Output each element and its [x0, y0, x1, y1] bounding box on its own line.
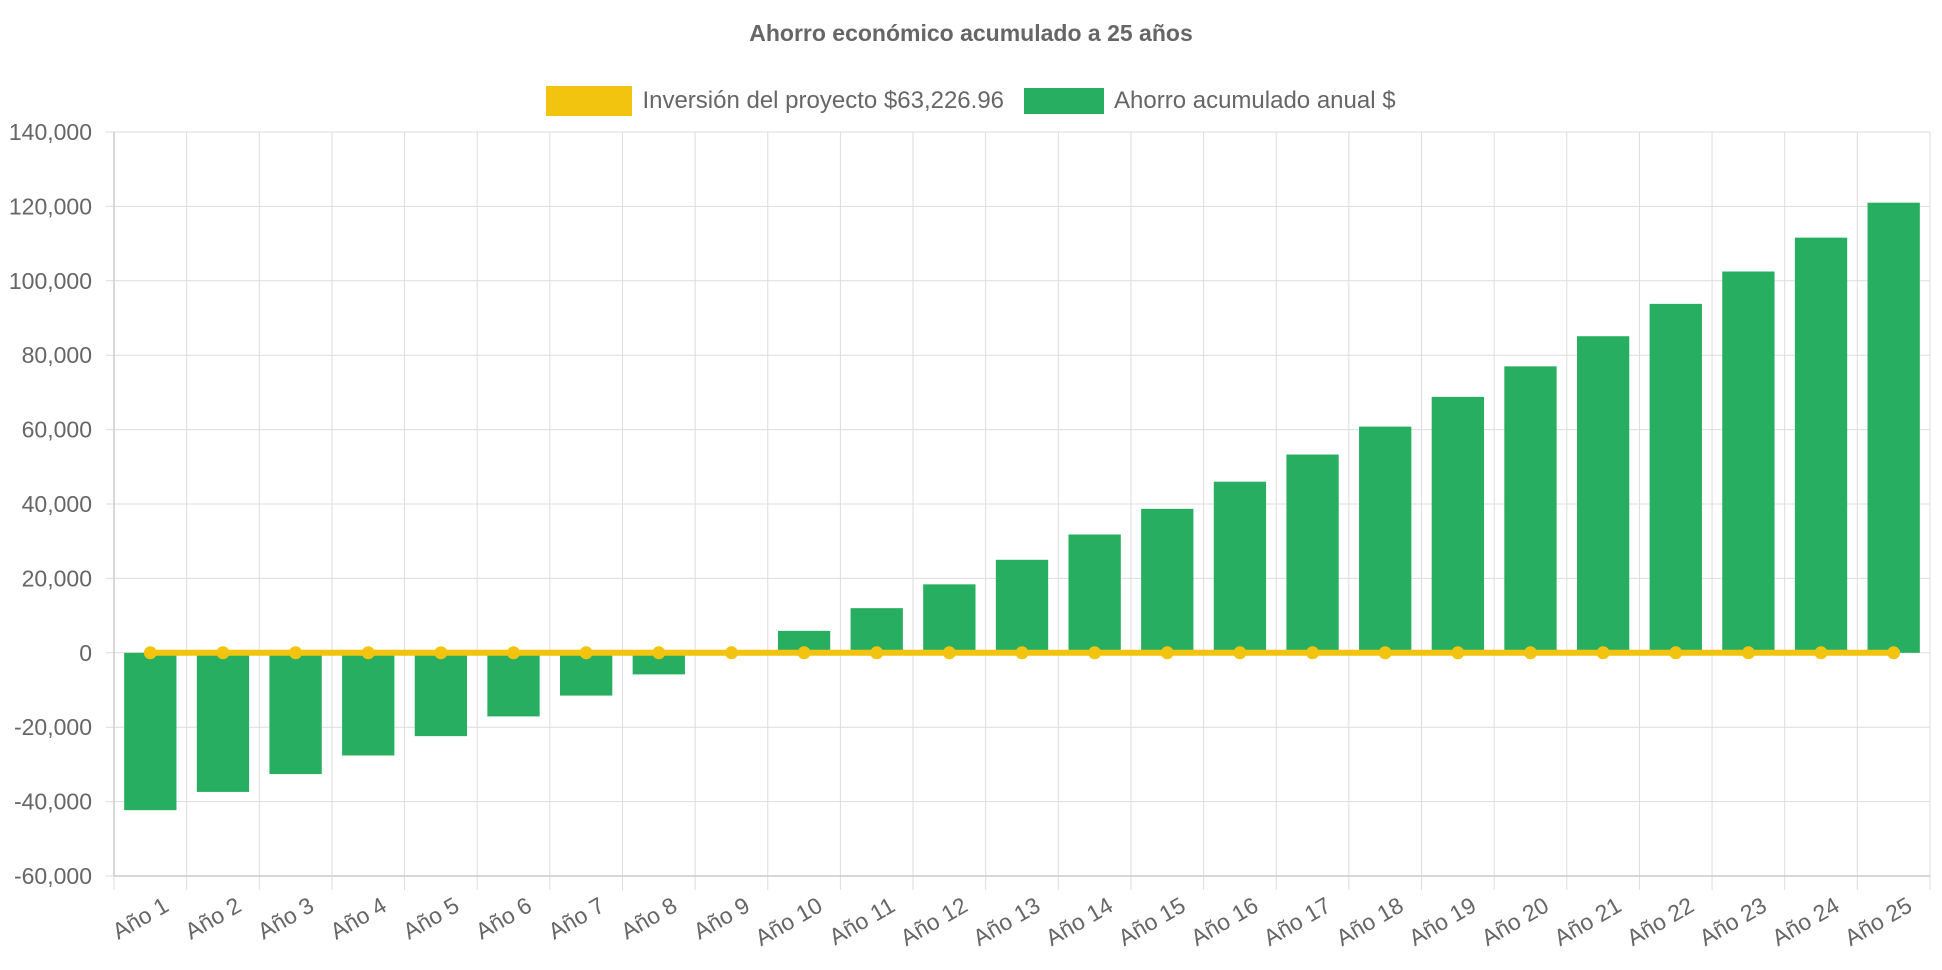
x-tick-label: Año 3 [253, 892, 318, 945]
y-tick-label: 60,000 [22, 417, 92, 443]
x-tick-label: Año 5 [398, 892, 463, 945]
x-tick-label: Año 6 [471, 892, 536, 945]
bar [1576, 336, 1630, 653]
y-tick-label: 80,000 [22, 342, 92, 368]
x-tick-label: Año 22 [1622, 892, 1698, 951]
line-point [1233, 646, 1247, 660]
x-tick-label: Año 12 [896, 892, 972, 951]
x-tick-label: Año 11 [825, 892, 900, 950]
y-tick-label: 20,000 [22, 565, 92, 591]
bar [342, 652, 395, 756]
legend-swatch-inversion [546, 86, 633, 116]
legend-swatch-ahorro [1024, 88, 1105, 114]
x-tick-label: Año 19 [1404, 892, 1480, 951]
bar [487, 652, 540, 717]
bar [1867, 202, 1920, 653]
line-point [289, 646, 303, 660]
line-point [1451, 646, 1465, 660]
legend-label-inversion: Inversión del proyecto $63,226.96 [642, 87, 1005, 114]
bar [269, 652, 322, 775]
x-tick-label: Año 13 [968, 892, 1044, 951]
line-point [1814, 646, 1828, 660]
y-tick-label: -60,000 [14, 863, 92, 889]
y-tick-label: 40,000 [22, 491, 92, 517]
line-point [1669, 646, 1683, 660]
bar [196, 652, 250, 792]
line-point [434, 646, 448, 660]
line-point [1160, 646, 1174, 660]
bar [923, 584, 976, 653]
x-tick-label: Año 20 [1477, 892, 1553, 951]
x-tick-label: Año 25 [1840, 892, 1916, 951]
line-point [1596, 646, 1610, 660]
x-tick-label: Año 15 [1114, 892, 1190, 951]
bar [1141, 508, 1194, 653]
bar [1794, 237, 1848, 653]
bar [1722, 271, 1775, 653]
x-tick-label: Año 24 [1767, 892, 1843, 951]
line-point [579, 646, 593, 660]
line-point [143, 646, 157, 660]
y-tick-label: 120,000 [9, 193, 92, 219]
bar [1359, 426, 1412, 653]
x-tick-label: Año 21 [1549, 892, 1625, 951]
line-point [652, 646, 666, 660]
bar [995, 559, 1049, 653]
line-point [216, 646, 230, 660]
x-tick-label: Año 1 [108, 892, 173, 945]
bar [1431, 396, 1484, 653]
chart-title: Ahorro económico acumulado a 25 años [749, 20, 1193, 46]
line-point [1378, 646, 1392, 660]
x-tick-label: Año 8 [616, 892, 681, 945]
line-point [797, 646, 811, 660]
x-tick-label: Año 9 [689, 892, 754, 945]
x-tick-label: Año 2 [180, 892, 245, 945]
x-tick-label: Año 14 [1041, 892, 1117, 951]
line-point [1015, 646, 1029, 660]
line-point [724, 646, 738, 660]
y-tick-label: -20,000 [14, 714, 92, 740]
x-tick-label: Año 10 [750, 892, 826, 951]
line-point [1523, 646, 1537, 660]
x-tick-label: Año 17 [1259, 892, 1335, 951]
y-tick-label: 140,000 [9, 119, 92, 145]
bar [1649, 303, 1702, 653]
bar [777, 630, 831, 653]
legend-item-inversion[interactable]: Inversión del proyecto $63,226.96 [546, 86, 1004, 116]
line-point [942, 646, 956, 660]
x-tick-label: Año 18 [1332, 892, 1408, 951]
line-point [1741, 646, 1755, 660]
legend-label-ahorro: Ahorro acumulado anual $ [1114, 87, 1396, 114]
x-tick-label: Año 4 [326, 892, 391, 945]
line-point [1306, 646, 1320, 660]
bar [1068, 534, 1121, 653]
line-point [1088, 646, 1102, 660]
legend-item-ahorro[interactable]: Ahorro acumulado anual $ [1024, 87, 1396, 115]
bar [1213, 481, 1267, 653]
line-point [507, 646, 521, 660]
x-tick-label: Año 16 [1186, 892, 1262, 951]
bar [1504, 366, 1557, 653]
line-point [870, 646, 884, 660]
bar [560, 652, 613, 696]
y-tick-label: 0 [79, 640, 92, 666]
x-tick-label: Año 7 [544, 892, 609, 945]
x-tick-label: Año 23 [1695, 892, 1771, 951]
y-tick-label: -40,000 [14, 789, 92, 815]
bar [632, 652, 685, 675]
line-point [361, 646, 375, 660]
legend: Inversión del proyecto $63,226.96 Ahorro… [0, 84, 1942, 118]
bar [124, 652, 177, 811]
bar [1286, 454, 1339, 653]
bar [414, 652, 468, 737]
y-tick-label: 100,000 [9, 268, 92, 294]
line-point [1887, 646, 1901, 660]
bar [850, 608, 903, 653]
